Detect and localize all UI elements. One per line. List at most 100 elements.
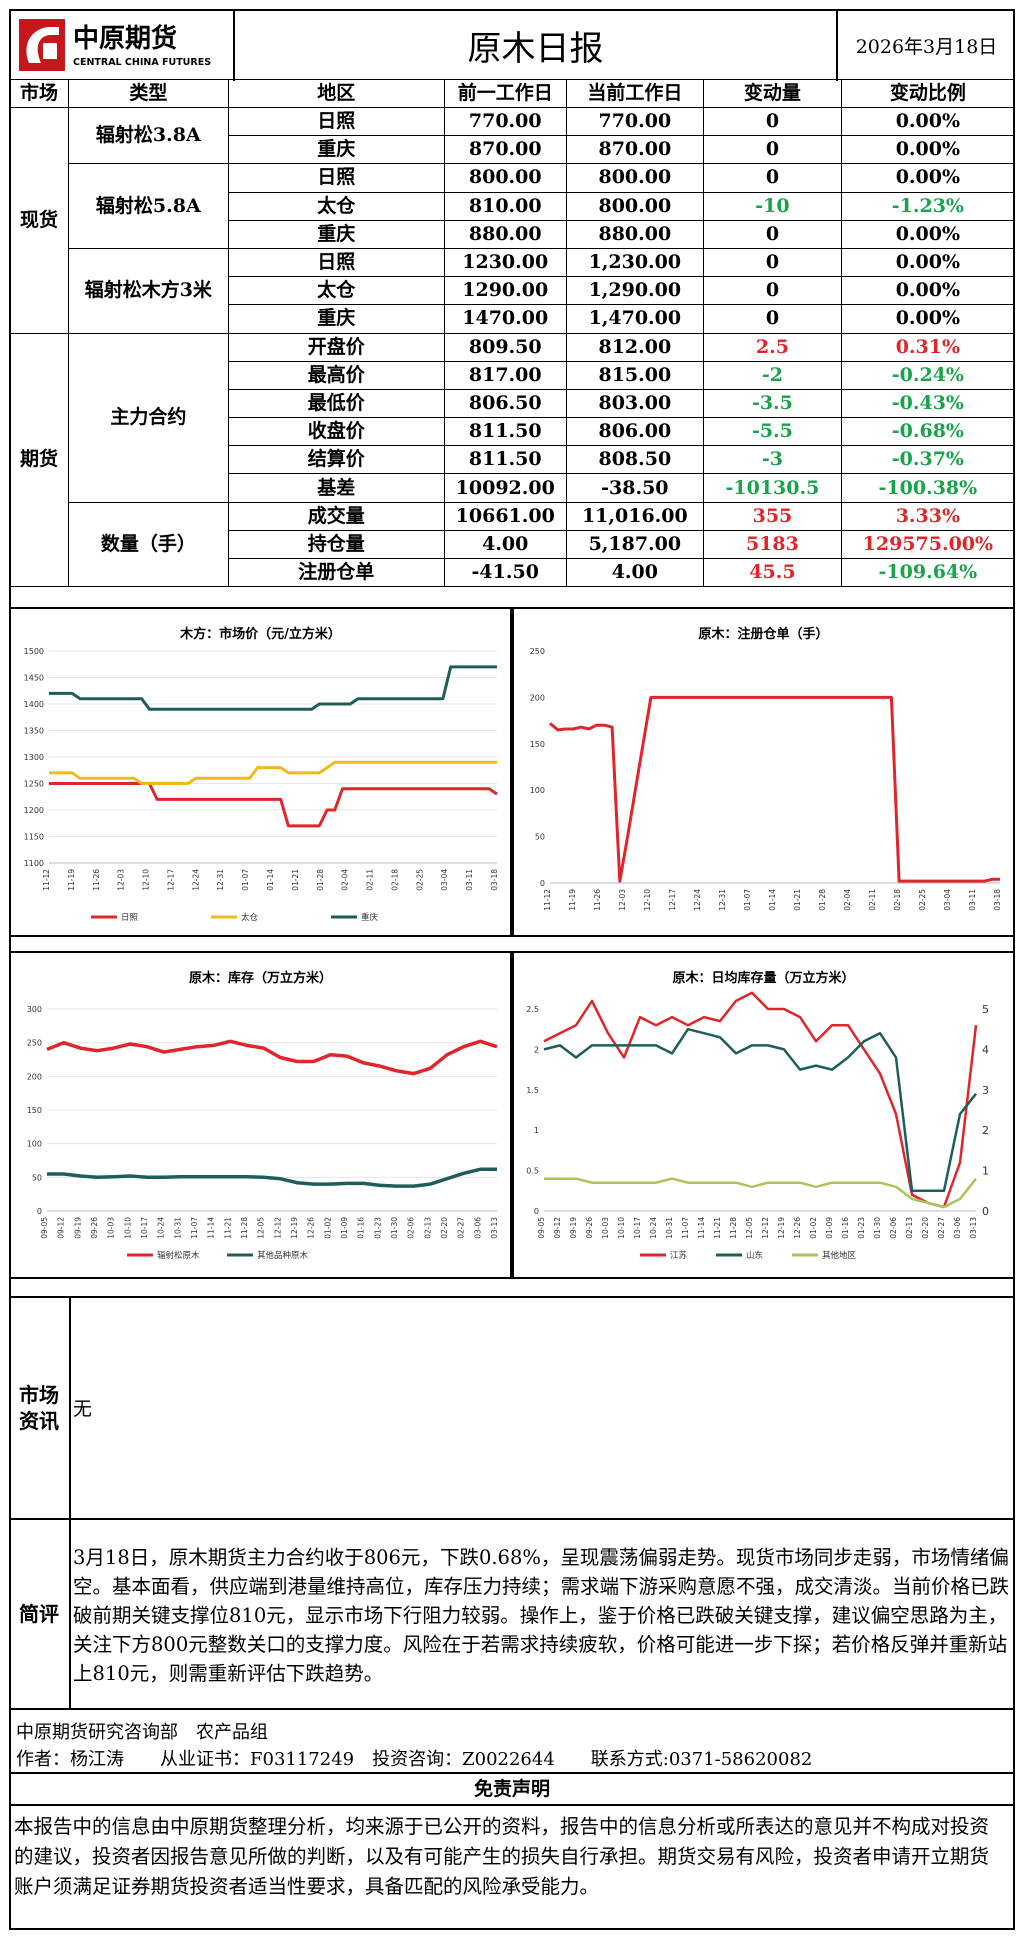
change-cell: 0 — [703, 106, 842, 137]
change-pct-cell: 0.00% — [840, 276, 1016, 306]
x-tick-label: 02-27 — [457, 1217, 466, 1239]
table-row: 数量（手） 成交量 10661.00 11,016.00 355 3.33% — [10, 501, 1016, 588]
type-label: 辐射松木方3米 — [67, 247, 229, 334]
table-row: 收盘价 811.50 806.00 -5.5 -0.68% — [10, 417, 1016, 447]
x-tick-label: 09-05 — [537, 1217, 546, 1239]
chart-market-price: 木方：市场价（元/立方米） 1100 1150 1200 1250 1300 1350 14… — [9, 607, 512, 937]
prev-value-cell: 10092.00 — [443, 473, 567, 503]
curr-value-cell: 808.50 — [565, 445, 705, 475]
x-tick-label: 02-04 — [843, 889, 852, 911]
y-tick-label: 100 — [530, 786, 545, 795]
change-cell: 5183 — [703, 529, 842, 560]
x-tick-label: 01-30 — [390, 1217, 399, 1239]
x-tick-label: 03-11 — [968, 889, 977, 911]
x-tick-label: 12-17 — [668, 889, 677, 911]
change-cell: -10130.5 — [703, 473, 842, 503]
table-row: 持仓量 4.00 5,187.00 5183 129575.00% — [10, 529, 1016, 560]
x-tick-label: 09-12 — [57, 1217, 66, 1239]
divider — [9, 1804, 1015, 1806]
curr-value-cell: -38.50 — [565, 473, 705, 503]
market-label: 期货 — [9, 332, 69, 588]
change-cell: 0 — [703, 219, 842, 249]
table-row: 注册仓单 -41.50 4.00 45.5 -109.64% — [10, 557, 1016, 588]
type-label: 数量（手） — [67, 501, 229, 588]
change-cell: -5.5 — [703, 417, 842, 447]
logo-en-text: CENTRAL CHINA FUTURES — [73, 57, 211, 68]
logo-cn-text: 中原期货 — [73, 23, 177, 54]
column-header: 类型 — [67, 79, 229, 108]
prev-value-cell: 1230.00 — [443, 247, 567, 278]
x-tick-label: 11-14 — [697, 1217, 706, 1239]
prev-value-cell: 870.00 — [443, 135, 567, 165]
x-tick-label: 11-19 — [568, 889, 577, 911]
y-tick-label: 0 — [540, 879, 545, 888]
change-cell: 0 — [703, 135, 842, 165]
chart-title: 原木：注册仓单（手） — [698, 627, 829, 642]
y-tick-label: 150 — [530, 740, 545, 749]
change-cell: 0 — [703, 163, 842, 193]
y-tick-label: 250 — [530, 647, 545, 656]
y-tick-label: 1.5 — [526, 1086, 539, 1095]
prev-value-cell: 811.50 — [443, 417, 567, 447]
table-row: 重庆 880.00 880.00 0 0.00% — [10, 219, 1016, 249]
x-tick-label: 01-14 — [768, 889, 777, 911]
x-tick-label: 12-03 — [618, 889, 627, 911]
x-tick-label: 12-31 — [216, 869, 225, 891]
table-row: 重庆 870.00 870.00 0 0.00% — [10, 135, 1016, 165]
chart-daily-outbound-svg: 0 0.5 1 1.5 2 2.5 0 1 2 3 4 5 09-05 09-12 09-19 09-26 10… — [526, 991, 989, 1261]
x-tick-label: 12-10 — [643, 889, 652, 911]
legend-label: 重庆 — [361, 912, 379, 923]
region-cell: 重庆 — [227, 219, 445, 249]
x-tick-label: 12-26 — [793, 1217, 802, 1239]
legend-label: 山东 — [746, 1250, 763, 1261]
x-tick-label: 01-23 — [857, 1217, 866, 1239]
table-row: 重庆 1470.00 1,470.00 0 0.00% — [10, 304, 1016, 334]
change-pct-cell: 0.00% — [840, 219, 1016, 249]
y-right-tick-label: 2 — [982, 1124, 989, 1137]
series-line-3 — [544, 1177, 977, 1209]
chart-inventory-svg: 0 50 100 150 200 250 300 09-05 09-12 09-19 09-26 10… — [27, 1005, 499, 1261]
disclaimer-text: 本报告中的信息由中原期货整理分析，均来源于已公开的资料，报告中的信息分析或所表达… — [14, 1815, 990, 1898]
y-right-tick-label: 5 — [982, 1003, 989, 1016]
y-tick-label: 2 — [534, 1045, 539, 1054]
series-line-2 — [47, 1167, 497, 1188]
x-tick-label: 12-24 — [191, 869, 200, 891]
news-text: 无 — [73, 1398, 93, 1420]
prev-value-cell: 880.00 — [443, 219, 567, 249]
column-header: 地区 — [227, 79, 445, 108]
x-tick-label: 03-13 — [490, 1217, 499, 1239]
chart-warehouse-receipts-svg: 0 50 100 150 200 250 11-12 11-19 11-26 12-03 12-10… — [530, 647, 1002, 911]
x-tick-label: 11-26 — [92, 869, 101, 891]
change-pct-cell: 3.33% — [840, 501, 1016, 531]
table-row: 太仓 1290.00 1,290.00 0 0.00% — [10, 276, 1016, 306]
y-tick-label: 300 — [27, 1005, 42, 1014]
curr-value-cell: 11,016.00 — [565, 501, 705, 531]
change-cell: 2.5 — [703, 332, 842, 362]
curr-value-cell: 800.00 — [565, 163, 705, 193]
prev-value-cell: 809.50 — [443, 332, 567, 362]
chart-title: 原木：库存（万立方米） — [188, 971, 332, 986]
y-tick-label: 1 — [534, 1126, 539, 1135]
column-header: 市场 — [9, 79, 69, 108]
x-tick-label: 02-18 — [893, 889, 902, 911]
change-cell: 0 — [703, 276, 842, 306]
change-pct-cell: 0.00% — [840, 163, 1016, 193]
x-tick-label: 01-21 — [291, 869, 300, 891]
change-pct-cell: -1.23% — [840, 191, 1016, 221]
x-tick-label: 02-11 — [868, 889, 877, 911]
x-tick-label: 11-07 — [681, 1217, 690, 1239]
y-tick-label: 1200 — [24, 806, 44, 815]
y-tick-label: 1150 — [24, 833, 44, 842]
change-cell: -10 — [703, 191, 842, 221]
y-tick-label: 1500 — [24, 647, 44, 656]
dept-line: 中原期货研究咨询部 农产品组 — [16, 1722, 268, 1743]
divider — [9, 1296, 1015, 1298]
y-tick-label: 250 — [27, 1039, 42, 1048]
change-pct-cell: -0.43% — [840, 388, 1016, 419]
curr-value-cell: 815.00 — [565, 360, 705, 390]
x-tick-label: 02-25 — [415, 869, 424, 891]
change-pct-cell: -109.64% — [840, 557, 1016, 588]
x-tick-label: 10-31 — [173, 1217, 182, 1239]
x-tick-label: 10-10 — [617, 1217, 626, 1239]
divider — [9, 1708, 1015, 1710]
